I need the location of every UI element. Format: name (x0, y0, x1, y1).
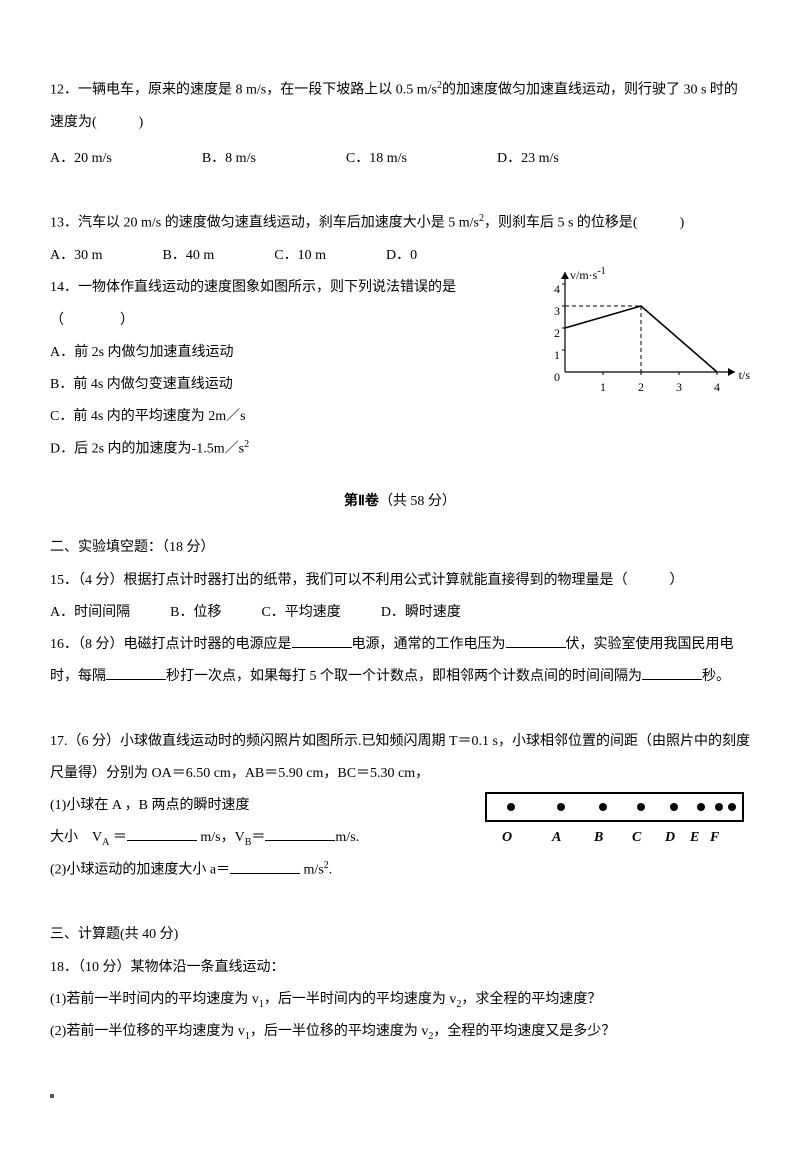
q13-opt-a: A．30 m (50, 240, 103, 272)
question-17-stem: 17.（6 分）小球做直线运动时的频闪照片如图所示.已知频闪周期 T＝0.1 s… (50, 726, 750, 790)
q17-l2a: 大小 V (50, 830, 102, 845)
q17-l2c: m/s，V (197, 830, 245, 845)
question-13: 13．汽车以 20 m/s 的速度做匀速直线运动，刹车后加速度大小是 5 m/s… (50, 207, 750, 240)
q18-p2b: ，后一半位移的平均速度为 v (250, 1024, 429, 1039)
q17-l2d: ＝ (251, 830, 265, 845)
dot: . (329, 863, 333, 878)
q18-p1a: (1)若前一半时间内的平均速度为 v (50, 992, 259, 1007)
dot-e (697, 803, 705, 811)
q15-opt-d: D．瞬时速度 (381, 597, 461, 629)
q16-d: 秒打一次点，如果每打 5 个取一个计数点，即相邻两个计数点间的时间间隔为 (166, 669, 642, 684)
q15-opt-b: B．位移 (170, 597, 221, 629)
question-14-row: 14．一物体作直线运动的速度图象如图所示，则下列说法错误的是（ ） A．前 2s… (50, 272, 750, 466)
xtick-4: 4 (714, 374, 720, 402)
q18-p1: (1)若前一半时间内的平均速度为 v1，后一半时间内的平均速度为 v2，求全程的… (50, 984, 750, 1016)
velocity-time-graph: v/m·s-1 t/s 0 1 2 3 4 1 2 3 4 (540, 262, 750, 392)
footer-mark (50, 1080, 750, 1112)
question-16: 16．（8 分）电磁打点计时器的电源应是电源，通常的工作电压为伏，实验室使用我国… (50, 629, 750, 693)
q14-opt-d: D．后 2s 内的加速度为-1.5m／s2 (50, 433, 530, 466)
dot-c (637, 803, 645, 811)
section-2-subtitle: 二、实验填空题：（18 分） (50, 532, 750, 564)
dot-a (557, 803, 565, 811)
xtick-2: 2 (638, 374, 644, 402)
strip-box (485, 792, 744, 822)
blank-va[interactable] (127, 826, 197, 841)
blank-2[interactable] (506, 633, 566, 648)
q13-opt-d: D．0 (386, 240, 417, 272)
q12-opt-b: B．8 m/s (202, 143, 256, 175)
ytick-4: 4 (554, 276, 560, 304)
label-d: D (665, 822, 675, 854)
q14-opt-a: A．前 2s 内做匀加速直线运动 (50, 337, 530, 369)
dot-f (715, 803, 723, 811)
graph-ylabel: v/m·s-1 (570, 260, 606, 290)
question-18-stem: 18．（10 分）某物体沿一条直线运动： (50, 952, 750, 984)
blank-vb[interactable] (265, 826, 335, 841)
q17-l2e: m/s. (335, 830, 359, 845)
dot-b (599, 803, 607, 811)
blank-a[interactable] (230, 859, 300, 874)
exp-2: 2 (244, 439, 249, 450)
q17-line2: 大小 VA ＝ m/s，VB＝m/s. (50, 822, 460, 854)
q18-p1b: ，后一半时间内的平均速度为 v (264, 992, 457, 1007)
q12-opt-d: D．23 m/s (497, 143, 559, 175)
section-2-title: 第Ⅱ卷（共 58 分） (50, 486, 750, 518)
q16-a: 16．（8 分）电磁打点计时器的电源应是 (50, 637, 292, 652)
section-2-title-b: （共 58 分） (379, 494, 456, 509)
q17-l3b: m/s (300, 863, 324, 878)
q18-p1c: ，求全程的平均速度？ (461, 992, 601, 1007)
q12-opt-c: C．18 m/s (346, 143, 407, 175)
q16-e: 秒。 (702, 669, 730, 684)
blank-1[interactable] (292, 633, 352, 648)
dot-o (507, 803, 515, 811)
q13-opt-b: B．40 m (163, 240, 215, 272)
section-2-title-a: 第Ⅱ卷 (344, 494, 379, 509)
blank-3[interactable] (106, 665, 166, 680)
q13-opt-c: C．10 m (274, 240, 326, 272)
q17-line1: (1)小球在 A ，B 两点的瞬时速度 (50, 790, 460, 822)
stroboscope-strip: O A B C D E F (480, 790, 750, 845)
label-a: A (552, 822, 561, 854)
q18-p2: (2)若前一半位移的平均速度为 v1，后一半位移的平均速度为 v2，全程的平均速… (50, 1016, 750, 1048)
section-3-title: 三、计算题(共 40 分) (50, 919, 750, 951)
q17-l2b: ＝ (109, 830, 127, 845)
label-c: C (632, 822, 641, 854)
q17-text-col: (1)小球在 A ，B 两点的瞬时速度 大小 VA ＝ m/s，VB＝m/s. (50, 790, 460, 854)
question-15: 15．（4 分）根据打点计时器打出的纸带，我们可以不利用公式计算就能直接得到的物… (50, 565, 750, 597)
q16-b: 电源，通常的工作电压为 (352, 637, 506, 652)
square-icon (50, 1094, 54, 1098)
label-o: O (502, 822, 512, 854)
exp-neg1: -1 (597, 266, 605, 277)
q17-row: (1)小球在 A ，B 两点的瞬时速度 大小 VA ＝ m/s，VB＝m/s. … (50, 790, 750, 854)
q18-p2a: (2)若前一半位移的平均速度为 v (50, 1024, 245, 1039)
graph-xlabel: t/s (739, 362, 750, 390)
label-e: E (690, 822, 699, 854)
q17-line3: (2)小球运动的加速度大小 a＝ m/s2. (50, 854, 750, 887)
q13-text-b: ，则刹车后 5 s 的位移是( ) (484, 216, 684, 231)
xtick-3: 3 (676, 374, 682, 402)
blank-4[interactable] (642, 665, 702, 680)
q14-opt-c: C．前 4s 内的平均速度为 2m／s (50, 401, 530, 433)
dot-d (670, 803, 678, 811)
question-12: 12．一辆电车，原来的速度是 8 m/s，在一段下坡路上以 0.5 m/s2的加… (50, 74, 750, 139)
q12-text-a: 12．一辆电车，原来的速度是 8 m/s，在一段下坡路上以 0.5 m/s (50, 83, 437, 98)
q12-opt-a: A．20 m/s (50, 143, 112, 175)
q15-opt-c: C．平均速度 (261, 597, 340, 629)
q14-stem: 14．一物体作直线运动的速度图象如图所示，则下列说法错误的是（ ） (50, 272, 530, 336)
q14-d-text: D．后 2s 内的加速度为-1.5m／s (50, 442, 244, 457)
dot-g (728, 803, 736, 811)
q14-text-col: 14．一物体作直线运动的速度图象如图所示，则下列说法错误的是（ ） A．前 2s… (50, 272, 530, 466)
q15-options: A．时间间隔 B．位移 C．平均速度 D．瞬时速度 (50, 597, 750, 629)
q14-opt-b: B．前 4s 内做匀变速直线运动 (50, 369, 530, 401)
q17-l3a: (2)小球运动的加速度大小 a＝ (50, 863, 230, 878)
label-b: B (594, 822, 603, 854)
q15-opt-a: A．时间间隔 (50, 597, 130, 629)
q13-text-a: 13．汽车以 20 m/s 的速度做匀速直线运动，刹车后加速度大小是 5 m/s (50, 216, 479, 231)
q18-p2c: ，全程的平均速度又是多少？ (433, 1024, 615, 1039)
label-f: F (710, 822, 719, 854)
q12-options: A．20 m/s B．8 m/s C．18 m/s D．23 m/s (50, 143, 750, 175)
xtick-1: 1 (600, 374, 606, 402)
